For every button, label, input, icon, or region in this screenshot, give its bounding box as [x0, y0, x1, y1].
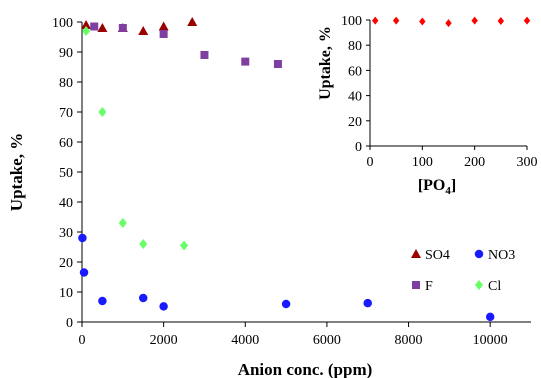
main-y-tick-label: 30 [59, 226, 73, 241]
data-point-cl [180, 240, 189, 251]
main-x-tick-label: 0 [79, 333, 86, 348]
data-point-f [241, 57, 250, 66]
legend-label-so4: SO4 [425, 248, 450, 263]
inset-y-tick-label: 60 [348, 64, 362, 79]
data-point-so4 [138, 26, 149, 35]
data-point-cl [139, 239, 148, 249]
main-y-ticks: 0 10 20 30 40 50 60 70 80 90 100 [52, 16, 82, 331]
inset-x-tick-label: 200 [464, 155, 485, 170]
main-y-tick-label: 50 [59, 166, 73, 181]
main-x-tick-label: 10000 [473, 333, 508, 348]
data-point-f [118, 24, 127, 32]
data-point-so4 [97, 23, 108, 32]
legend-marker-no3 [474, 249, 484, 259]
main-data-points [78, 17, 495, 322]
inset-x-tick-label: 100 [412, 155, 433, 170]
main-x-axis-title: Anion conc. (ppm) [238, 360, 373, 378]
data-point-so4 [187, 17, 198, 26]
legend-label-cl: Cl [488, 279, 501, 294]
legend-marker-so4 [411, 249, 421, 258]
data-point-cl [98, 107, 107, 117]
inset-x-axis-title: [PO4] [418, 177, 456, 197]
inset-y-tick-label: 40 [348, 90, 362, 105]
data-point-no3 [281, 299, 291, 309]
inset-data-point-po4 [372, 16, 379, 25]
data-point-f [90, 22, 99, 31]
data-point-so4 [81, 20, 92, 29]
inset-x-tick-label: 300 [517, 155, 538, 170]
main-x-tick-label: 6000 [313, 333, 341, 348]
main-x-tick-label: 8000 [395, 333, 423, 348]
legend-label-no3: NO3 [488, 248, 515, 263]
data-point-no3 [363, 298, 372, 308]
data-point-no3 [79, 268, 89, 277]
data-point-cl [82, 26, 91, 36]
main-y-tick-label: 100 [52, 16, 73, 31]
data-point-no3 [98, 296, 107, 306]
inset-y-tick-label: 80 [348, 39, 362, 54]
legend: SO4 NO3 F Cl [411, 248, 515, 294]
data-point-no3 [78, 233, 87, 243]
main-y-tick-label: 60 [59, 136, 73, 151]
main-x-tick-label: 2000 [150, 333, 178, 348]
inset-y-axis-title: Uptake, % [317, 26, 334, 100]
main-x-ticks: 0 2000 4000 6000 8000 10000 [79, 322, 508, 348]
main-x-tick-label: 4000 [231, 333, 259, 348]
inset-y-tick-label: 0 [355, 140, 362, 155]
data-point-no3 [159, 302, 168, 311]
inset-data-point-po4 [497, 17, 505, 26]
legend-marker-f [412, 281, 420, 289]
data-point-no3 [485, 312, 495, 322]
inset-x-ticks: 0 100 200 300 [367, 146, 538, 170]
inset-data-point-po4 [445, 19, 452, 28]
data-point-no3 [138, 293, 148, 303]
inset-data-point-po4 [523, 16, 531, 25]
main-y-tick-label: 80 [59, 76, 73, 91]
inset-x-tick-label: 0 [367, 155, 374, 170]
inset-y-tick-label: 20 [348, 115, 362, 130]
data-point-cl [118, 218, 127, 228]
data-point-f [200, 51, 209, 59]
inset-y-tick-label: 100 [341, 14, 362, 29]
inset-data-point-po4 [471, 16, 478, 25]
data-point-f [159, 30, 168, 38]
main-y-tick-label: 20 [59, 256, 73, 271]
legend-label-f: F [425, 279, 433, 294]
data-point-so4 [158, 21, 169, 31]
main-y-tick-label: 40 [59, 196, 73, 211]
main-y-tick-label: 0 [66, 316, 73, 331]
main-y-axis-title: Uptake, % [7, 133, 26, 211]
main-y-tick-label: 70 [59, 106, 73, 121]
inset-data-point-po4 [392, 16, 400, 25]
legend-marker-cl [475, 280, 483, 290]
main-y-tick-label: 90 [59, 46, 73, 61]
data-point-f [273, 60, 282, 68]
inset-data-point-po4 [419, 17, 426, 26]
inset-y-ticks: 0 20 40 60 80 100 [341, 14, 370, 155]
inset-data-points [372, 16, 531, 28]
inset-plot: 0 20 40 60 80 100 0 100 200 300 [PO4] Uptake, % [317, 14, 538, 197]
main-y-tick-label: 10 [59, 286, 73, 301]
